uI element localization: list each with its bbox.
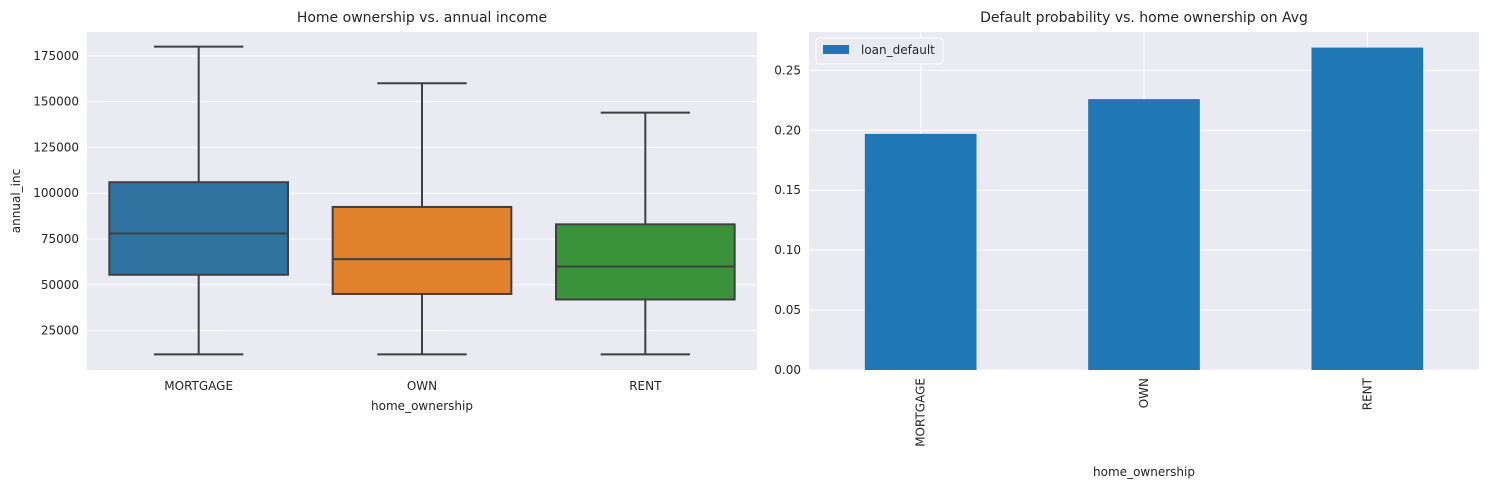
bar-chart-x-tick-label: OWN xyxy=(1137,378,1151,408)
iqr-box xyxy=(555,223,736,301)
box-chart-y-tick-label: 150000 xyxy=(33,95,79,109)
box-rent xyxy=(555,111,736,356)
box-mortgage xyxy=(108,45,290,356)
bar-chart-y-tick-label: 0.25 xyxy=(774,63,801,77)
box-chart-y-ticks: 25000 50000 75000 100000 125000 150000 175000 xyxy=(33,49,79,338)
box-chart-y-tick-label: 25000 xyxy=(41,324,79,338)
bar-chart-y-tick-label: 0.10 xyxy=(774,243,801,257)
legend-frame xyxy=(815,37,944,65)
box-own xyxy=(331,82,513,356)
box-chart-y-tick-label: 125000 xyxy=(33,140,79,154)
box-chart-x-tick-label: MORTGAGE xyxy=(164,379,233,393)
legend-label: loan_default xyxy=(861,43,935,57)
bar-chart-x-axis-label: home_ownership xyxy=(1093,465,1195,479)
bar-chart-y-ticks: 0.00 0.05 0.10 0.15 0.20 0.25 xyxy=(774,63,801,377)
iqr-box xyxy=(108,181,290,276)
box-chart-y-tick-label: 50000 xyxy=(41,278,79,292)
bar-chart-y-tick-label: 0.20 xyxy=(774,123,801,137)
bar-chart-x-tick-label: RENT xyxy=(1360,377,1374,410)
box-chart-y-tick-label: 75000 xyxy=(41,232,79,246)
box-chart-y-axis-label: annual_inc xyxy=(9,169,23,233)
box-chart-x-axis-label: home_ownership xyxy=(371,399,473,413)
bar-rent xyxy=(1311,47,1424,370)
bar-chart-y-tick-label: 0.00 xyxy=(774,363,801,377)
bar-chart-x-tick-label: MORTGAGE xyxy=(914,378,928,447)
bar-chart-title: Default probability vs. home ownership o… xyxy=(980,10,1308,26)
bar-chart-x-ticks: MORTGAGE OWN RENT xyxy=(914,377,1375,446)
bar-chart-legend: loan_default xyxy=(815,37,944,65)
box-chart-x-tick-label: OWN xyxy=(407,379,437,393)
bar-own xyxy=(1088,99,1200,370)
iqr-box xyxy=(331,205,513,295)
box-chart-title: Home ownership vs. annual income xyxy=(297,10,547,26)
bar-chart: 0.00 0.05 0.10 0.15 0.20 0.25 MORTGAGE OWN RENT… xyxy=(774,10,1479,479)
box-chart-y-tick-label: 175000 xyxy=(33,49,79,63)
box-chart-y-tick-label: 100000 xyxy=(33,186,79,200)
box-chart-x-ticks: MORTGAGE OWN RENT xyxy=(164,379,662,393)
bar-chart-y-tick-label: 0.05 xyxy=(774,303,801,317)
box-chart-x-tick-label: RENT xyxy=(629,379,662,393)
box-chart-boxes xyxy=(108,45,736,356)
legend-swatch xyxy=(823,45,849,54)
bar-chart-y-tick-label: 0.15 xyxy=(774,183,801,197)
bar-mortgage xyxy=(864,133,977,370)
bar-chart-bars xyxy=(864,47,1424,370)
box-chart: 250005000075000100000125000150000175000 … xyxy=(9,10,757,413)
